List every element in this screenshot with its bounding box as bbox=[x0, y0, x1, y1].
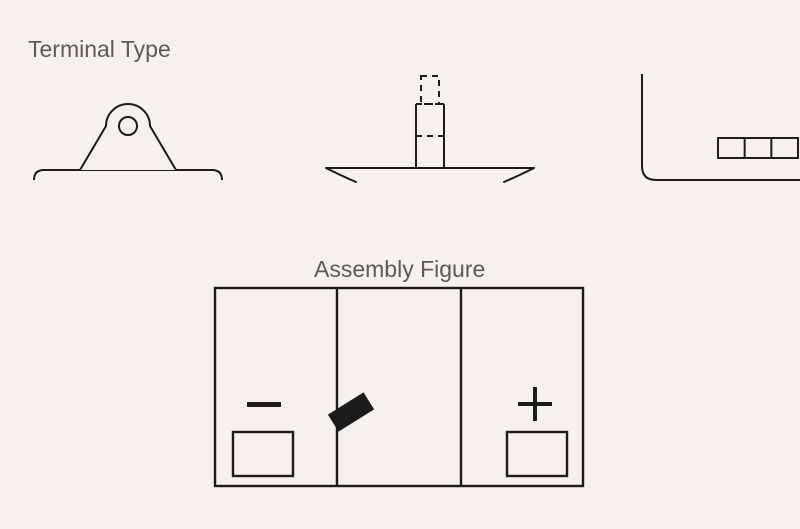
terminal-slot-diagram bbox=[632, 70, 800, 190]
terminal-ring-diagram bbox=[28, 82, 228, 182]
terminal-type-label: Terminal Type bbox=[28, 36, 171, 63]
terminal-post-diagram bbox=[320, 68, 540, 183]
assembly-figure-label: Assembly Figure bbox=[314, 256, 485, 283]
assembly-figure-diagram bbox=[209, 282, 589, 492]
